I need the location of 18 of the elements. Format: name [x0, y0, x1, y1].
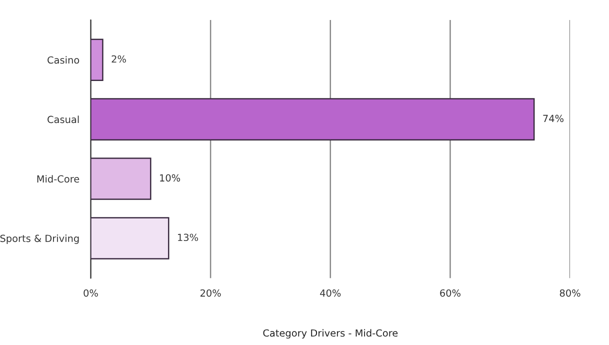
x-tick-label: 0% [84, 289, 98, 297]
x-tick-label: 60% [440, 289, 460, 297]
bar [90, 217, 170, 260]
y-tick-label: Casino [48, 56, 80, 64]
data-label: 10% [160, 174, 180, 182]
data-label: 74% [543, 114, 564, 122]
bar [90, 98, 535, 140]
bar [90, 158, 152, 200]
bar [90, 38, 104, 81]
data-label: 2% [112, 55, 126, 63]
x-axis-title: Category Drivers - Mid-Core [263, 329, 398, 339]
x-tick-label: 80% [560, 289, 580, 297]
y-tick-label: Mid-Core [37, 175, 80, 183]
x-tick-label: 20% [200, 289, 221, 297]
y-tick-label: Casual [48, 116, 79, 124]
data-label: 13% [178, 234, 198, 242]
x-tick-label: 40% [320, 289, 341, 297]
y-tick-label: Sports & Driving [0, 234, 79, 244]
